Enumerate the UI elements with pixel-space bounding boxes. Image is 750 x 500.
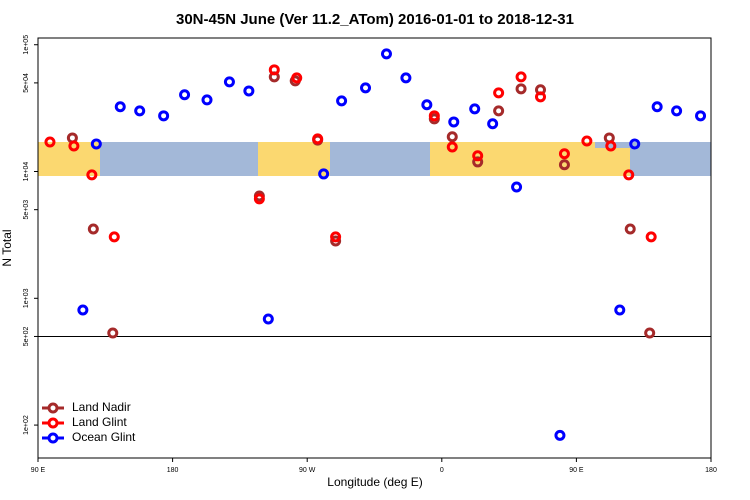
legend-marker: [47, 432, 59, 444]
point: [291, 72, 303, 84]
point: [330, 235, 342, 247]
y-tick-label: 5e+02: [23, 327, 30, 347]
legend-label: Land Nadir: [72, 400, 131, 414]
y-tick-label: 1e+05: [23, 35, 30, 55]
y-tick-label: 5e+03: [23, 200, 30, 220]
point: [400, 72, 412, 84]
point: [268, 64, 280, 76]
x-axis-label: Longitude (deg E): [327, 475, 422, 489]
legend-label: Land Glint: [72, 415, 127, 429]
land-eurasia: [430, 142, 595, 176]
point: [671, 105, 683, 117]
legend-marker: [47, 402, 59, 414]
point: [448, 116, 460, 128]
point: [515, 71, 527, 83]
point: [114, 101, 126, 113]
point: [87, 223, 99, 235]
point: [380, 48, 392, 60]
point: [158, 110, 170, 122]
point: [134, 105, 146, 117]
y-axis-label: N Total: [0, 229, 14, 266]
point: [243, 85, 255, 97]
point: [558, 159, 570, 171]
point: [469, 103, 481, 115]
y-tick-label: 1e+03: [23, 288, 30, 308]
point: [644, 327, 656, 339]
chart-title: 30N-45N June (Ver 11.2_ATom) 2016-01-01 …: [176, 11, 574, 28]
point: [223, 76, 235, 88]
point: [421, 99, 433, 111]
point: [77, 304, 89, 316]
point: [360, 82, 372, 94]
point: [614, 304, 626, 316]
point: [86, 169, 98, 181]
point: [558, 148, 570, 160]
point: [108, 231, 120, 243]
point: [651, 101, 663, 113]
point: [262, 313, 274, 325]
land-asia-east: [595, 148, 630, 176]
x-tick-label: 180: [705, 467, 717, 474]
point: [605, 140, 617, 152]
point: [487, 118, 499, 130]
point: [336, 95, 348, 107]
point: [493, 87, 505, 99]
point: [330, 231, 342, 243]
land-america: [258, 142, 330, 176]
point: [515, 83, 527, 95]
point: [511, 181, 523, 193]
point: [90, 138, 102, 150]
x-tick-label: 90 E: [31, 467, 46, 474]
point: [629, 138, 641, 150]
point: [201, 94, 213, 106]
point: [493, 105, 505, 117]
point: [428, 110, 440, 122]
point: [179, 89, 191, 101]
x-tick-label: 180: [167, 467, 179, 474]
point: [581, 135, 593, 147]
y-tick-label: 5e+04: [23, 73, 30, 93]
point: [318, 168, 330, 180]
plot-frame: [37, 37, 712, 459]
point: [554, 429, 566, 441]
y-tick-label: 1e+02: [23, 415, 30, 435]
point: [312, 133, 324, 145]
point: [446, 131, 458, 143]
point: [446, 141, 458, 153]
point: [623, 169, 635, 181]
point: [645, 231, 657, 243]
point: [624, 223, 636, 235]
legend-label: Ocean Glint: [72, 430, 136, 444]
x-tick-label: 90 W: [299, 467, 316, 474]
x-tick-label: 0: [440, 467, 444, 474]
point: [472, 156, 484, 168]
legend-marker: [47, 417, 59, 429]
point: [253, 193, 265, 205]
point: [44, 136, 56, 148]
point: [695, 110, 707, 122]
map-band: [38, 142, 711, 176]
point: [68, 140, 80, 152]
point: [107, 327, 119, 339]
point: [535, 91, 547, 103]
y-tick-label: 1e+04: [23, 162, 30, 182]
point: [472, 150, 484, 162]
x-tick-label: 90 E: [569, 467, 584, 474]
